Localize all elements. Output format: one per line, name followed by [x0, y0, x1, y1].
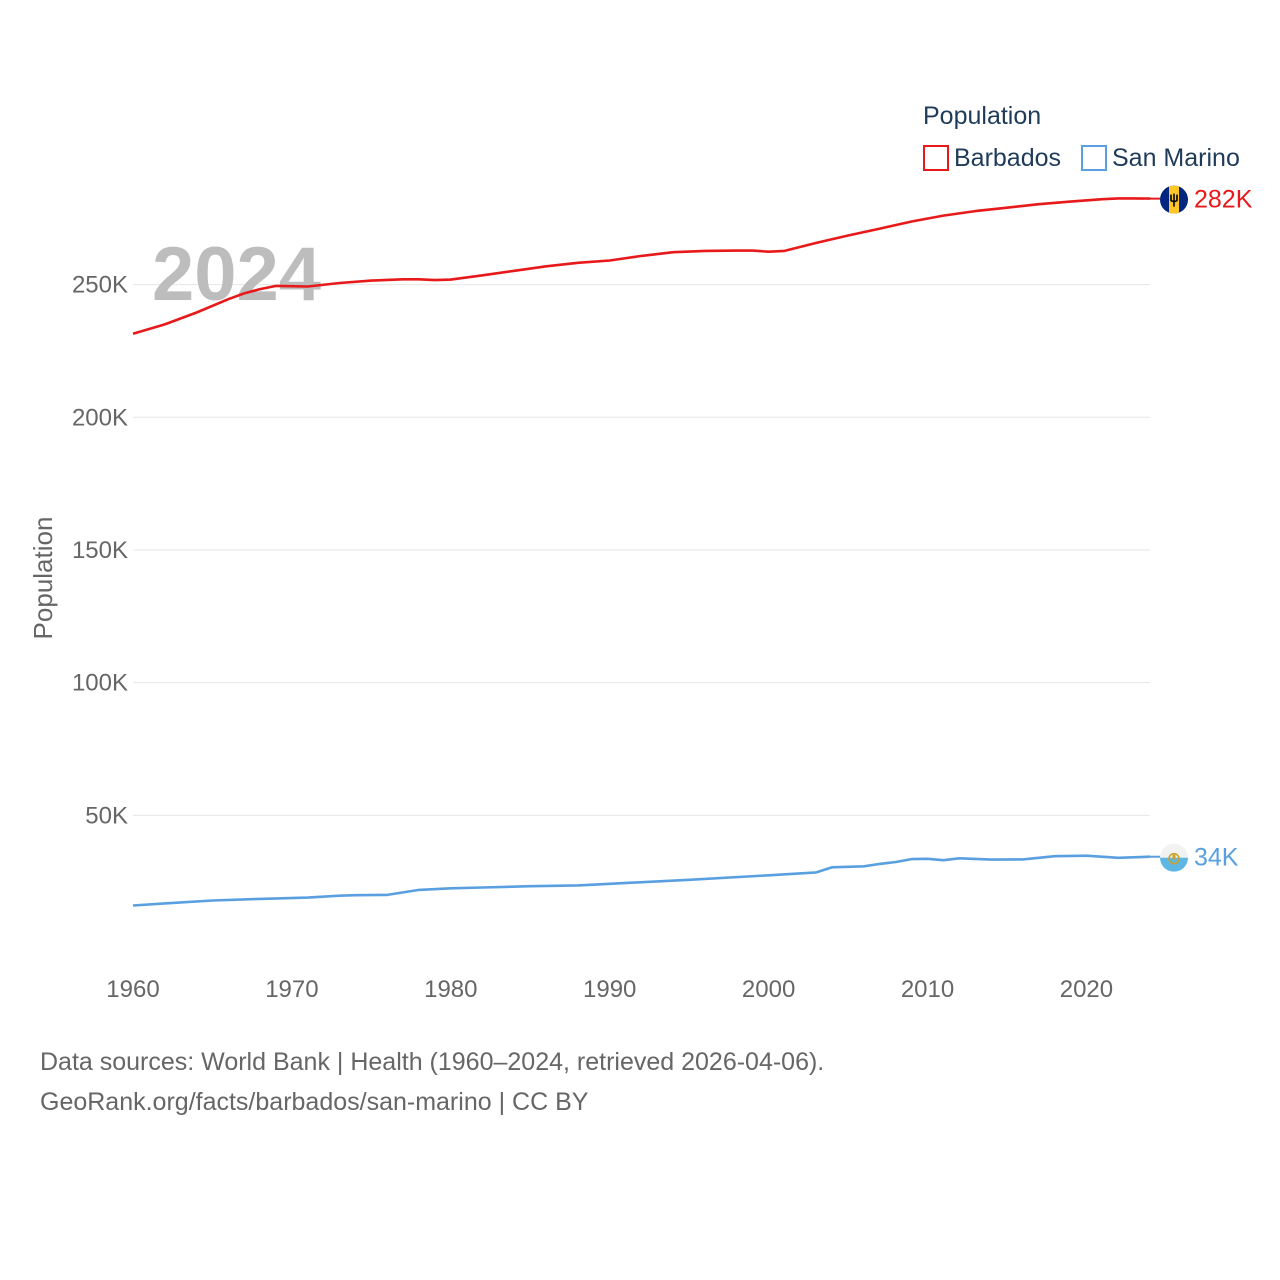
legend: Population Barbados San Marino: [923, 102, 1240, 172]
x-tick-label: 1960: [106, 976, 159, 1003]
san-marino-end-value: 34K: [1194, 844, 1239, 872]
legend-swatch-san-marino[interactable]: [1081, 145, 1107, 171]
x-tick-label: 1970: [265, 976, 318, 1003]
legend-label-barbados[interactable]: Barbados: [954, 144, 1061, 172]
san-marino-flag-icon: [1160, 843, 1188, 872]
legend-label-san-marino[interactable]: San Marino: [1112, 144, 1240, 172]
y-axis-label: Population: [28, 517, 58, 640]
gridlines: [133, 284, 1150, 816]
x-axis-ticks: 1960 1970 1980 1990 2000 2010 2020: [106, 976, 1113, 1003]
series-line-barbados: [132, 197, 1151, 335]
legend-title: Population: [923, 102, 1041, 130]
x-tick-label: 1980: [424, 976, 477, 1003]
y-tick-label: 50K: [85, 802, 128, 829]
y-tick-label: 200K: [72, 404, 128, 431]
population-line-chart: 50K 100K 150K 200K 250K 1960 1970 1980 1990 2000…: [28, 102, 1253, 1003]
y-tick-label: 150K: [72, 537, 128, 564]
y-axis-ticks: 50K 100K 150K 200K 250K: [72, 272, 128, 830]
data-sources-note: Data sources: World Bank | Health (1960–…: [40, 1048, 825, 1076]
x-tick-label: 1990: [583, 976, 636, 1003]
barbados-flag-icon: [1160, 185, 1188, 214]
year-label: 2024: [152, 232, 321, 317]
barbados-end-value: 282K: [1194, 186, 1253, 214]
x-tick-label: 2000: [742, 976, 795, 1003]
x-tick-label: 2010: [901, 976, 954, 1003]
y-tick-label: 250K: [72, 272, 128, 299]
chart-footer: Data sources: World Bank | Health (1960–…: [40, 1042, 824, 1122]
y-tick-label: 100K: [72, 670, 128, 697]
x-tick-label: 2020: [1060, 976, 1113, 1003]
attribution-link[interactable]: GeoRank.org/facts/barbados/san-marino | …: [40, 1088, 589, 1116]
legend-swatch-barbados[interactable]: [923, 145, 949, 171]
series-lines: [132, 197, 1160, 907]
series-line-san-marino: [132, 854, 1151, 907]
